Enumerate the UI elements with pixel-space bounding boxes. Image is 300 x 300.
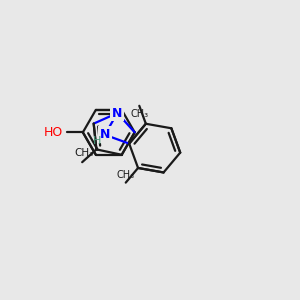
Text: CH₃: CH₃ xyxy=(117,170,135,180)
Text: H: H xyxy=(92,136,101,146)
Text: CH₃: CH₃ xyxy=(130,109,148,119)
Text: HO: HO xyxy=(44,126,63,139)
Text: N: N xyxy=(100,128,110,141)
Text: CH₃: CH₃ xyxy=(74,148,93,158)
Text: N: N xyxy=(112,106,122,120)
